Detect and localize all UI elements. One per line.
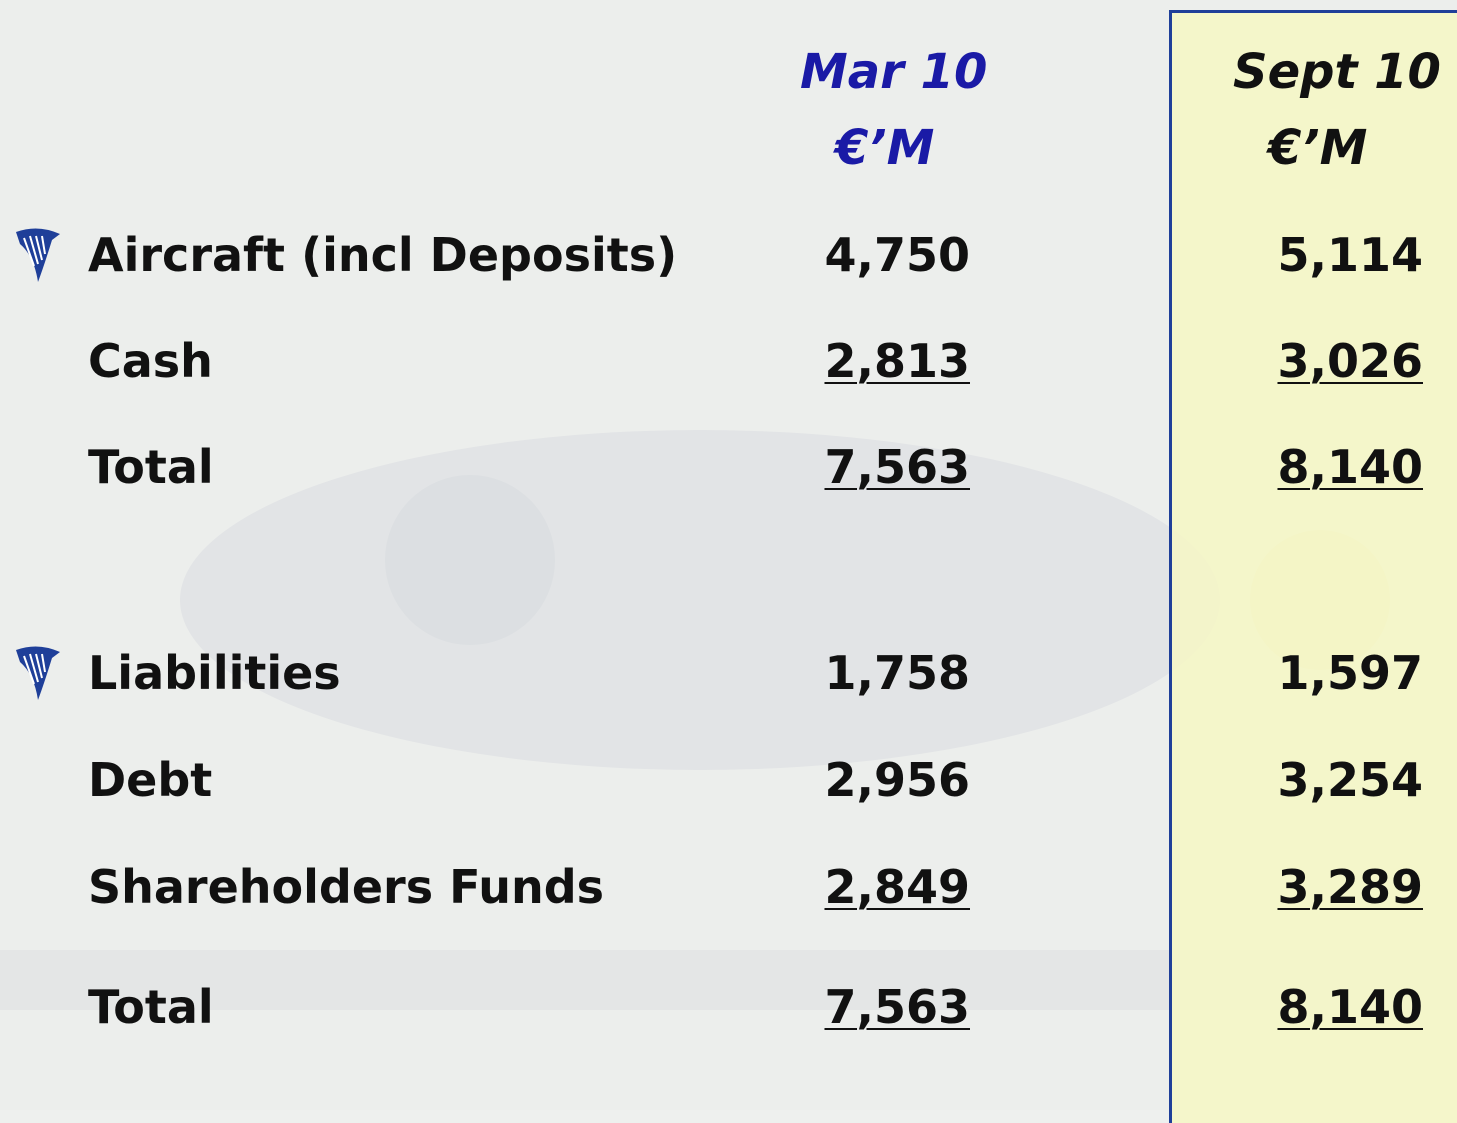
row-label: Total — [88, 984, 214, 1030]
column-unit: €’M — [1268, 124, 1367, 172]
column-period: Sept 10 — [1233, 48, 1441, 96]
slide: Mar 10 €’M Sept 10 €’M Aircraft (incl De… — [0, 0, 1457, 1110]
cell-value: 1,758 — [824, 650, 970, 696]
row-label: Liabilities — [88, 650, 341, 696]
row-label: Total — [88, 444, 214, 490]
column-unit: €’M — [835, 124, 934, 172]
row-label: Shareholders Funds — [88, 864, 604, 910]
cell-value: 7,563 — [824, 984, 970, 1030]
cell-value: 8,140 — [1277, 984, 1423, 1030]
cell-value: 7,563 — [824, 444, 970, 490]
plane-engine — [385, 475, 555, 645]
cell-value: 8,140 — [1277, 444, 1423, 490]
column-period: Mar 10 — [800, 48, 987, 96]
cell-value: 4,750 — [824, 232, 970, 278]
cell-value: 3,254 — [1277, 757, 1423, 803]
cell-value: 3,026 — [1277, 338, 1423, 384]
cell-value: 5,114 — [1277, 232, 1423, 278]
cell-value: 1,597 — [1277, 650, 1423, 696]
row-label: Debt — [88, 757, 212, 803]
row-label: Cash — [88, 338, 213, 384]
row-label: Aircraft (incl Deposits) — [88, 232, 677, 278]
cell-value: 2,956 — [824, 757, 970, 803]
cell-value: 2,813 — [824, 338, 970, 384]
highlight-panel — [1169, 10, 1457, 1123]
plane-body — [180, 430, 1220, 770]
cell-value: 2,849 — [824, 864, 970, 910]
bullet-icon — [12, 644, 64, 702]
cell-value: 3,289 — [1277, 864, 1423, 910]
bullet-icon — [12, 226, 64, 284]
